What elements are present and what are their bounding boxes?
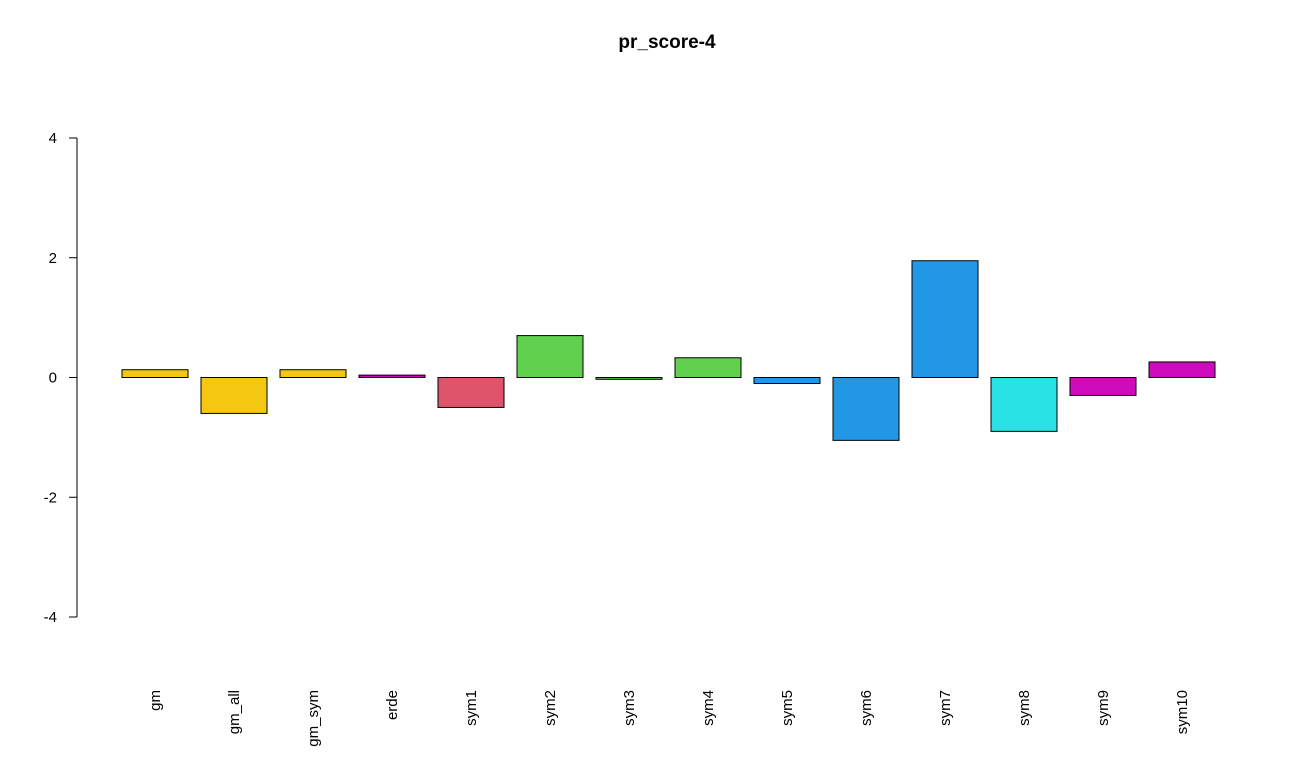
x-tick-label-sym6: sym6 <box>858 690 875 726</box>
bar-gm_all <box>200 377 268 414</box>
x-tick-label-gm_sym: gm_sym <box>305 690 322 747</box>
bar-sym1 <box>437 377 505 408</box>
y-tick-label: 0 <box>49 370 57 387</box>
bar-sym4 <box>674 357 742 378</box>
x-tick-label-erde: erde <box>384 690 401 720</box>
y-tick-label: -4 <box>44 609 57 626</box>
bars-group <box>121 260 1216 441</box>
bar-erde <box>358 374 426 379</box>
x-tick-label-sym8: sym8 <box>1016 690 1033 726</box>
bar-sym8 <box>990 377 1058 432</box>
x-tick-label-sym3: sym3 <box>621 690 638 726</box>
x-tick-label-sym7: sym7 <box>937 690 954 726</box>
bar-sym2 <box>516 335 584 378</box>
bar-sym5 <box>753 377 821 384</box>
chart-title: pr_score-4 <box>618 32 716 53</box>
bar-sym9 <box>1069 377 1137 396</box>
bar-sym10 <box>1148 361 1216 378</box>
bar-gm <box>121 369 189 378</box>
y-tick-label: 2 <box>49 250 57 267</box>
x-tick-labels: gm gm_all gm_sym erde sym1 sym2 sym3 sym4 sym5 sy… <box>147 690 1191 747</box>
x-tick-label-gm: gm <box>147 690 164 711</box>
y-axis: -4 -2 0 2 4 <box>44 130 78 626</box>
y-tick-label: 4 <box>49 130 57 147</box>
x-tick-label-sym4: sym4 <box>700 690 717 726</box>
bar-gm_sym <box>279 369 347 378</box>
x-tick-label-sym5: sym5 <box>779 690 796 726</box>
bar-sym6 <box>832 377 900 441</box>
bar-sym7 <box>911 260 979 378</box>
x-tick-label-sym9: sym9 <box>1095 690 1112 726</box>
x-tick-label-sym1: sym1 <box>463 690 480 726</box>
bar-sym3 <box>595 377 663 380</box>
y-tick-label: -2 <box>44 489 57 506</box>
x-tick-label-sym10: sym10 <box>1174 690 1191 734</box>
x-tick-label-gm_all: gm_all <box>226 690 243 734</box>
x-tick-label-sym2: sym2 <box>542 690 559 726</box>
